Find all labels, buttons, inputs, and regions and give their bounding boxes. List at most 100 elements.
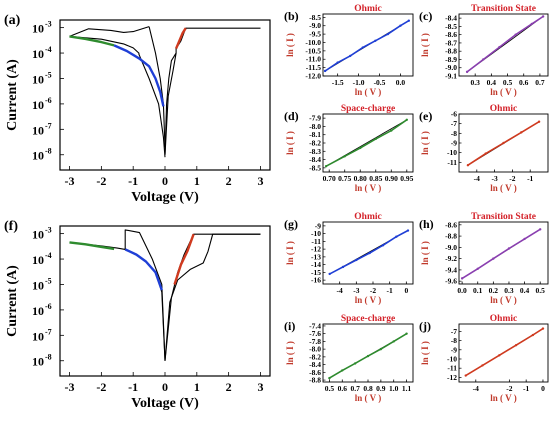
data-point xyxy=(537,120,541,123)
panel-label: (h) xyxy=(419,217,434,231)
series-line xyxy=(164,233,261,361)
data-point xyxy=(328,376,331,380)
data-point xyxy=(407,19,411,22)
x-tick-label: 1.0 xyxy=(389,384,399,393)
data-point xyxy=(541,15,545,18)
y-tick-label: -8 xyxy=(451,336,457,345)
panel-a: (a)-3 -2 -1 0 1 2 310-810-710-610-510-410 -3Vol… xyxy=(4,13,271,205)
series-line xyxy=(69,26,150,37)
series-line xyxy=(113,44,165,107)
x-tick-label: 0.7 xyxy=(350,384,360,393)
x-tick-label: 0.7 xyxy=(535,78,545,87)
x-tick-label: 0.70 xyxy=(323,174,336,183)
x-tick-label: 0.8 xyxy=(363,384,373,393)
x-tick-label: -1 xyxy=(128,174,138,188)
y-tick-exponent: -5 xyxy=(45,70,52,79)
data-point xyxy=(406,229,410,232)
panel-label: (f) xyxy=(4,219,18,234)
x-tick-label: 0.9 xyxy=(376,384,386,393)
data-point xyxy=(390,129,393,132)
y-axis-label: ln ( I ) xyxy=(285,341,295,365)
y-tick-label: 10 xyxy=(32,98,44,112)
data-point xyxy=(328,272,331,276)
y-tick-exponent: -6 xyxy=(45,302,52,311)
x-tick-label: -1 xyxy=(527,174,533,183)
y-tick-label: -14 xyxy=(311,260,321,269)
data-point xyxy=(349,54,352,58)
series-line xyxy=(124,248,166,361)
y-tick-label: 10 xyxy=(32,355,44,369)
x-tick-label: 0.6 xyxy=(338,384,348,393)
series-line xyxy=(164,233,261,361)
panel-title: Space-charge xyxy=(341,314,395,324)
y-tick-label: -8.8 xyxy=(445,232,457,241)
x-tick-label: 0.90 xyxy=(385,174,398,183)
y-tick-label: -8.5 xyxy=(309,13,321,22)
plot-frame xyxy=(458,13,549,77)
data-point xyxy=(523,237,526,241)
panel-b: (b) Ohmic-1.5 -1.0 -0.5 0.0-12.0-11.5-11.0-1… xyxy=(284,4,414,97)
y-tick-label: -8.9 xyxy=(445,55,457,64)
y-axis-label: ln ( I ) xyxy=(285,241,295,265)
panel-label: (a) xyxy=(4,13,21,28)
data-point xyxy=(484,152,487,155)
panel-title: Transition State xyxy=(471,4,536,14)
y-tick-label: -6 xyxy=(451,110,457,119)
y-tick-label: -9 xyxy=(451,345,457,354)
y-axis-label: ln ( I ) xyxy=(420,131,430,155)
y-tick-label: -9 xyxy=(451,139,457,148)
y-axis-label: ln ( I ) xyxy=(285,33,295,57)
y-tick-label: 10 xyxy=(32,278,44,292)
data-point xyxy=(405,118,408,122)
data-point xyxy=(502,141,505,145)
series-line xyxy=(174,27,187,50)
data-point xyxy=(343,155,346,158)
y-tick-label: -8.2 xyxy=(309,352,321,361)
x-tick-label: 0 xyxy=(162,380,168,394)
y-tick-exponent: -5 xyxy=(45,276,52,285)
x-tick-label: 0.85 xyxy=(369,174,382,183)
series-line xyxy=(69,229,166,361)
series-line xyxy=(465,327,544,377)
data-point xyxy=(482,58,485,61)
data-point xyxy=(507,247,511,250)
x-tick-label: -3 xyxy=(353,286,359,295)
panel-c: (c) Transition State 0.3 0.4 0.5 0.6 0.7 -9.1-9… xyxy=(419,4,549,97)
data-point xyxy=(341,369,344,372)
plot-frame xyxy=(322,221,414,285)
x-tick-label: -4 xyxy=(337,286,343,295)
y-tick-label: -11 xyxy=(311,237,321,246)
y-tick-label: -15 xyxy=(311,268,321,277)
y-tick-label: -12 xyxy=(447,373,457,382)
x-tick-label: 0.0 xyxy=(396,78,406,87)
data-point xyxy=(465,70,469,74)
data-point xyxy=(541,327,545,330)
x-axis-label: ln ( V ) xyxy=(355,183,381,193)
panel-f: (f)-3 -2 -1 0 1 2 310-810-710-610-510-410 -3Vol… xyxy=(4,219,271,411)
panel-i: (i) Space-charge 0.5 0.6 0.7 0.8 0.9 1.0 1.1 -8.8… xyxy=(284,314,414,403)
data-point xyxy=(323,69,327,73)
data-point xyxy=(359,146,362,150)
panel-g: (g) Ohmic-4 -3 -2 -1 0-16-15-14-13-12-11-10-9… xyxy=(284,212,414,305)
y-tick-label: -12.0 xyxy=(305,72,321,81)
data-point xyxy=(361,46,364,49)
panel-e: (e) Ohmic -4 -3 -2 -1 -11-10-9-8-7-6 ln ( V ) ln… xyxy=(419,104,549,193)
x-tick-label: 2 xyxy=(226,174,232,188)
y-tick-exponent: -3 xyxy=(45,20,52,29)
x-tick-label: -2 xyxy=(370,286,376,295)
series-line xyxy=(69,35,115,47)
y-tick-label: -8.4 xyxy=(445,14,457,23)
y-tick-label: -10 xyxy=(311,229,321,238)
y-tick-label: -8.2 xyxy=(309,139,321,148)
data-point xyxy=(381,244,385,247)
y-tick-exponent: -8 xyxy=(45,353,52,362)
y-axis-label: ln ( I ) xyxy=(420,33,430,57)
y-tick-label: 10 xyxy=(32,72,44,86)
x-tick-label: -4 xyxy=(473,384,479,393)
data-point xyxy=(355,258,358,262)
y-tick-label: -9.6 xyxy=(445,277,457,286)
data-point xyxy=(324,165,328,168)
y-axis-label: Current (A) xyxy=(5,265,20,337)
panel-label: (g) xyxy=(284,217,298,231)
